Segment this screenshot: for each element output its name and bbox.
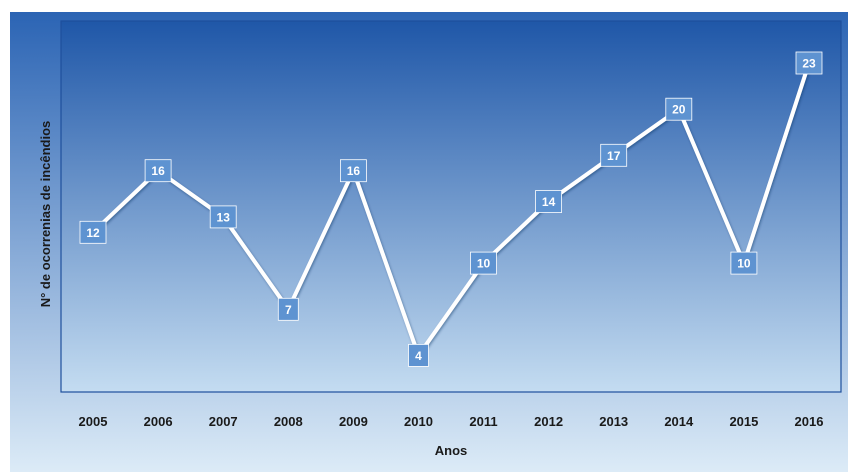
x-tick-label: 2013 xyxy=(599,414,628,429)
data-label: 12 xyxy=(86,226,100,240)
x-tick-label: 2006 xyxy=(144,414,173,429)
data-label: 7 xyxy=(285,303,292,317)
data-point: 7 xyxy=(277,297,299,321)
data-label-box xyxy=(79,220,107,244)
data-label: 23 xyxy=(802,57,816,71)
data-label: 10 xyxy=(737,257,751,271)
data-point: 20 xyxy=(665,97,693,121)
data-label: 20 xyxy=(672,103,686,117)
y-axis-title: N° de ocorrenias de incêndios xyxy=(38,121,53,308)
x-tick-label: 2007 xyxy=(209,414,238,429)
data-point: 12 xyxy=(79,220,107,244)
data-label: 13 xyxy=(217,210,231,224)
x-tick-label: 2015 xyxy=(729,414,758,429)
data-label-box xyxy=(144,159,172,183)
data-point: 23 xyxy=(795,51,823,75)
data-point: 17 xyxy=(600,143,628,167)
data-label-box xyxy=(339,159,367,183)
data-label: 17 xyxy=(607,149,621,163)
data-point: 4 xyxy=(408,343,429,367)
x-tick-label: 2011 xyxy=(469,414,497,429)
x-tick-label: 2014 xyxy=(664,414,694,429)
x-tick-label: 2010 xyxy=(404,414,433,429)
data-label-box xyxy=(209,205,237,229)
data-point: 10 xyxy=(730,251,758,275)
x-tick-label: 2012 xyxy=(534,414,563,429)
data-label-box xyxy=(470,251,497,275)
x-axis-title: Anos xyxy=(435,443,468,458)
data-label-box xyxy=(795,51,823,75)
data-label-box xyxy=(665,97,693,121)
data-label-box xyxy=(730,251,758,275)
data-label: 4 xyxy=(415,349,422,363)
x-tick-label: 2005 xyxy=(79,414,108,429)
data-point: 10 xyxy=(470,251,497,275)
data-point: 14 xyxy=(535,190,562,213)
drop-lines xyxy=(92,63,810,385)
x-tick-label: 2016 xyxy=(795,414,824,429)
data-labels: 12 16 13 7 16 4 10 14 17 20 10 23 xyxy=(79,51,823,367)
x-tick-label: 2008 xyxy=(274,414,303,429)
data-point: 16 xyxy=(339,159,367,183)
data-label-box xyxy=(600,143,628,167)
data-label: 10 xyxy=(477,257,491,271)
data-label-box xyxy=(535,190,562,213)
data-label: 16 xyxy=(347,164,361,178)
data-point: 16 xyxy=(144,159,172,183)
data-label-box xyxy=(277,297,299,321)
data-label-box xyxy=(408,343,429,367)
plot-area xyxy=(60,20,842,393)
data-point: 13 xyxy=(209,205,237,229)
data-label: 16 xyxy=(151,164,165,178)
x-axis-tick-labels: 2005 2006 2007 2008 2009 2010 2011 2012 2013 2014… xyxy=(79,414,824,429)
x-tick-label: 2009 xyxy=(339,414,368,429)
data-label: 14 xyxy=(542,195,556,209)
